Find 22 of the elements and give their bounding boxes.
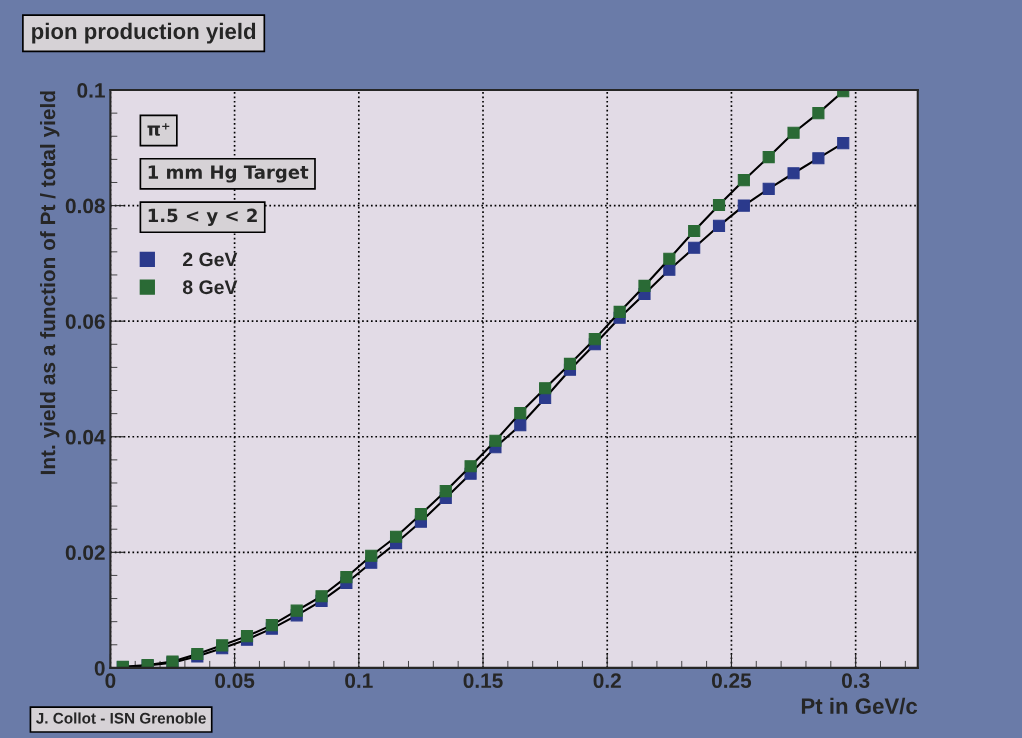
x-tick-label: 0.2 [593, 673, 621, 689]
y-tick-label: 0.06 [65, 314, 105, 329]
y-tick-label: 0.04 [65, 429, 106, 445]
y-tick-label: 0 [94, 660, 105, 676]
annotation: π⁺ [147, 123, 170, 136]
x-tick-label: 0.1 [345, 673, 373, 689]
legend-label: 8 GeV [182, 280, 238, 295]
annotation: 1 mm Hg Target [148, 165, 309, 183]
x-tick-label: 0.05 [215, 673, 255, 689]
x-tick-label: 0.25 [711, 673, 752, 689]
x-tick-label: 0.15 [463, 673, 503, 689]
text: J. Collot - ISN Grenoble [36, 712, 206, 724]
x-tick-label: 0.3 [841, 673, 870, 689]
x-axis-title: Pt in GeV/c [801, 697, 918, 715]
chart-title: pion production yield [32, 22, 256, 44]
y-tick-label: 0.1 [77, 83, 105, 98]
y-tick-label: 0.02 [65, 545, 105, 561]
y-axis-title: Int. yield as a function of Pt / total yield [40, 91, 60, 475]
x-tick-label: 0 [105, 673, 116, 689]
annotation: 1.5 < y < 2 [148, 208, 257, 226]
y-tick-label: 0.08 [65, 198, 105, 214]
legend-label: 2 GeV [182, 252, 238, 267]
